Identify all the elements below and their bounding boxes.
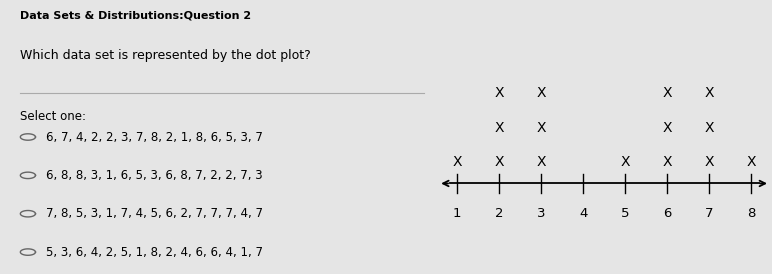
Text: X: X [537, 121, 546, 135]
Text: 1: 1 [453, 207, 462, 220]
Text: Which data set is represented by the dot plot?: Which data set is represented by the dot… [20, 49, 311, 62]
Text: Data Sets & Distributions:Question 2: Data Sets & Distributions:Question 2 [20, 11, 252, 21]
Text: X: X [494, 86, 504, 100]
Text: X: X [662, 86, 672, 100]
Text: 8: 8 [747, 207, 755, 220]
Text: 2: 2 [495, 207, 503, 220]
Text: X: X [621, 155, 630, 169]
Text: 7: 7 [705, 207, 713, 220]
Text: X: X [704, 86, 714, 100]
Text: Select one:: Select one: [20, 110, 86, 122]
Text: X: X [537, 155, 546, 169]
Text: X: X [537, 86, 546, 100]
Text: 4: 4 [579, 207, 587, 220]
Text: X: X [452, 155, 462, 169]
Text: X: X [662, 155, 672, 169]
Text: 5, 3, 6, 4, 2, 5, 1, 8, 2, 4, 6, 6, 4, 1, 7: 5, 3, 6, 4, 2, 5, 1, 8, 2, 4, 6, 6, 4, 1… [46, 246, 262, 259]
Text: X: X [747, 155, 756, 169]
Text: 6, 7, 4, 2, 2, 3, 7, 8, 2, 1, 8, 6, 5, 3, 7: 6, 7, 4, 2, 2, 3, 7, 8, 2, 1, 8, 6, 5, 3… [46, 130, 262, 144]
Text: 3: 3 [537, 207, 545, 220]
Text: 7, 8, 5, 3, 1, 7, 4, 5, 6, 2, 7, 7, 7, 4, 7: 7, 8, 5, 3, 1, 7, 4, 5, 6, 2, 7, 7, 7, 4… [46, 207, 262, 220]
Text: X: X [704, 121, 714, 135]
Text: 6: 6 [663, 207, 671, 220]
Text: X: X [662, 121, 672, 135]
Text: X: X [494, 121, 504, 135]
Text: 5: 5 [621, 207, 629, 220]
Text: X: X [704, 155, 714, 169]
Text: X: X [494, 155, 504, 169]
Text: 6, 8, 8, 3, 1, 6, 5, 3, 6, 8, 7, 2, 2, 7, 3: 6, 8, 8, 3, 1, 6, 5, 3, 6, 8, 7, 2, 2, 7… [46, 169, 262, 182]
